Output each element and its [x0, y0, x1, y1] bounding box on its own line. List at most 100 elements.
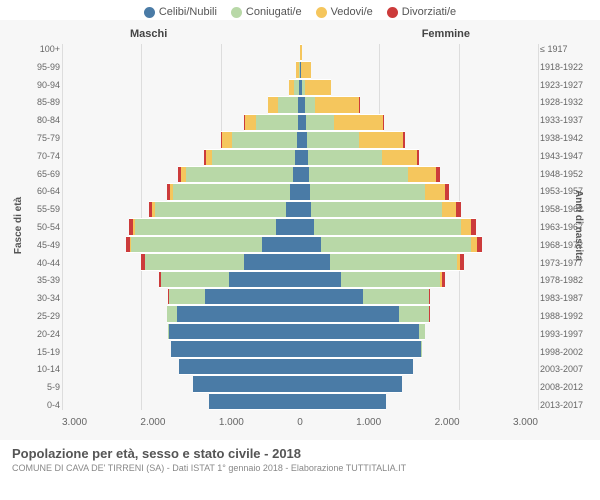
bar-segment: [256, 114, 298, 131]
age-tick: 15-19: [6, 347, 60, 357]
bar-segment: [167, 305, 177, 322]
birth-tick: 1988-1992: [540, 311, 594, 321]
bar-segment: [293, 166, 300, 183]
bar-segment: [179, 358, 300, 375]
legend-item: Divorziati/e: [387, 6, 456, 18]
male-bar: [62, 79, 300, 96]
bar-segment: [300, 44, 302, 61]
age-tick: 55-59: [6, 204, 60, 214]
male-label: Maschi: [130, 28, 167, 40]
bar-segment: [383, 114, 384, 131]
pyramid-row: [62, 253, 538, 270]
bar-segment: [186, 166, 293, 183]
female-bar: [300, 131, 538, 148]
birth-tick: 1968-1972: [540, 240, 594, 250]
birth-tick: 1953-1957: [540, 186, 594, 196]
bar-segment: [445, 183, 449, 200]
legend-item: Vedovi/e: [316, 6, 373, 18]
legend-item: Coniugati/e: [231, 6, 302, 18]
pyramid-row: [62, 271, 538, 288]
bar-segment: [460, 253, 464, 270]
age-tick: 10-14: [6, 364, 60, 374]
male-bar: [62, 253, 300, 270]
footer-title: Popolazione per età, sesso e stato civil…: [12, 446, 588, 461]
female-bar: [300, 271, 538, 288]
bar-segment: [276, 218, 300, 235]
bar-segment: [268, 96, 278, 113]
bar-segment: [300, 201, 311, 218]
bar-segment: [309, 166, 408, 183]
pyramid-row: [62, 201, 538, 218]
pyramid-row: [62, 166, 538, 183]
pyramid-row: [62, 218, 538, 235]
legend-label: Coniugati/e: [246, 6, 302, 18]
pyramid-row: [62, 375, 538, 392]
bar-segment: [382, 149, 417, 166]
male-bar: [62, 61, 300, 78]
bar-segment: [442, 271, 445, 288]
bar-segment: [314, 218, 461, 235]
age-tick: 90-94: [6, 80, 60, 90]
male-bar: [62, 149, 300, 166]
age-tick: 35-39: [6, 275, 60, 285]
footer: Popolazione per età, sesso e stato civil…: [0, 440, 600, 473]
male-bar: [62, 166, 300, 183]
x-axis: 3.0002.0001.00001.0002.0003.000: [62, 417, 538, 428]
bar-segment: [229, 271, 300, 288]
female-bar: [300, 218, 538, 235]
male-bar: [62, 323, 300, 340]
birth-tick: 1973-1977: [540, 258, 594, 268]
birth-tick: 1983-1987: [540, 293, 594, 303]
bar-segment: [300, 375, 402, 392]
bar-segment: [262, 236, 300, 253]
bar-segment: [300, 358, 413, 375]
female-bar: [300, 201, 538, 218]
age-tick: 25-29: [6, 311, 60, 321]
pyramid-row: [62, 96, 538, 113]
pyramid-row: [62, 44, 538, 61]
birth-tick: 1923-1927: [540, 80, 594, 90]
bar-segment: [193, 375, 300, 392]
bar-segment: [477, 236, 483, 253]
pyramid-row: [62, 149, 538, 166]
age-tick: 75-79: [6, 133, 60, 143]
bar-segment: [300, 149, 308, 166]
bar-segment: [300, 323, 419, 340]
pyramid-row: [62, 183, 538, 200]
bar-segment: [334, 114, 383, 131]
bar-segment: [300, 183, 310, 200]
female-bar: [300, 149, 538, 166]
bar-segment: [245, 114, 256, 131]
bar-segment: [308, 149, 382, 166]
female-bar: [300, 79, 538, 96]
male-bar: [62, 236, 300, 253]
male-bar: [62, 131, 300, 148]
legend-label: Celibi/Nubili: [159, 6, 217, 18]
bar-segment: [278, 96, 299, 113]
male-bar: [62, 375, 300, 392]
female-bar: [300, 305, 538, 322]
birth-tick: 2008-2012: [540, 382, 594, 392]
bar-segment: [425, 183, 446, 200]
pyramid-row: [62, 340, 538, 357]
birth-tick: 2013-2017: [540, 400, 594, 410]
pyramid-row: [62, 61, 538, 78]
age-tick: 85-89: [6, 97, 60, 107]
female-bar: [300, 288, 538, 305]
pyramid-chart: Maschi Femmine Fasce di età Anni di nasc…: [0, 20, 600, 440]
bar-segment: [311, 201, 442, 218]
female-bar: [300, 236, 538, 253]
legend-swatch: [316, 7, 327, 18]
birth-tick: 1938-1942: [540, 133, 594, 143]
bar-segment: [300, 218, 314, 235]
bar-segment: [161, 271, 228, 288]
pyramid-row: [62, 393, 538, 410]
pyramid-row: [62, 305, 538, 322]
age-tick: 30-34: [6, 293, 60, 303]
male-bar: [62, 288, 300, 305]
x-tick: 2.000: [435, 417, 460, 428]
male-bar: [62, 218, 300, 235]
bar-segment: [222, 131, 232, 148]
female-bar: [300, 114, 538, 131]
birth-tick: 1948-1952: [540, 169, 594, 179]
